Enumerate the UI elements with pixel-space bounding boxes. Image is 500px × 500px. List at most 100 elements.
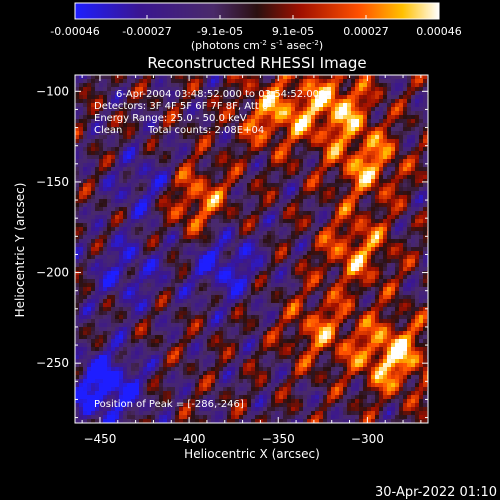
heatmap-cell [163,87,167,91]
heatmap-cell [251,123,255,127]
heatmap-cell [231,175,235,179]
heatmap-cell [75,147,79,151]
heatmap-cell [111,83,115,87]
heatmap-cell [231,127,235,131]
heatmap-cell [211,231,215,235]
heatmap-cell [111,155,115,159]
heatmap-cell [419,143,423,147]
heatmap-cell [423,139,427,143]
heatmap-cell [91,255,95,259]
heatmap-cell [395,103,399,107]
heatmap-cell [303,187,307,191]
heatmap-cell [295,231,299,235]
heatmap-cell [119,263,123,267]
heatmap-cell [155,83,159,87]
heatmap-cell [303,219,307,223]
heatmap-cell [263,163,267,167]
heatmap-cell [159,171,163,175]
heatmap-cell [87,91,91,95]
heatmap-cell [147,147,151,151]
heatmap-cell [243,79,247,83]
heatmap-cell [107,115,111,119]
heatmap-cell [227,143,231,147]
heatmap-cell [235,279,239,283]
heatmap-cell [311,239,315,243]
heatmap-cell [207,239,211,243]
heatmap-cell [311,195,315,199]
heatmap-cell [259,247,263,251]
heatmap-cell [159,79,163,83]
heatmap-cell [339,235,343,239]
heatmap-cell [311,219,315,223]
heatmap-cell [215,211,219,215]
heatmap-cell [95,179,99,183]
heatmap-cell [167,135,171,139]
heatmap-cell [167,103,171,107]
heatmap-cell [407,231,411,235]
heatmap-cell [295,247,299,251]
heatmap-cell [207,267,211,271]
heatmap-cell [319,263,323,267]
heatmap-cell [411,255,415,259]
heatmap-cell [143,119,147,123]
heatmap-cell [343,87,347,91]
heatmap-cell [127,99,131,103]
heatmap-cell [215,151,219,155]
heatmap-cell [179,203,183,207]
heatmap-cell [307,115,311,119]
heatmap-cell [179,251,183,255]
heatmap-cell [239,159,243,163]
heatmap-cell [267,195,271,199]
heatmap-cell [299,227,303,231]
heatmap-cell [175,267,179,271]
heatmap-cell [303,231,307,235]
heatmap-cell [351,231,355,235]
heatmap-cell [235,127,239,131]
heatmap-cell [99,111,103,115]
heatmap-cell [247,211,251,215]
heatmap-cell [395,235,399,239]
heatmap-cell [399,219,403,223]
heatmap-cell [147,223,151,227]
heatmap-cell [411,99,415,103]
heatmap-cell [231,163,235,167]
heatmap-cell [423,163,427,167]
heatmap-cell [83,163,87,167]
heatmap-cell [87,107,91,111]
heatmap-cell [415,171,419,175]
heatmap-cell [123,115,127,119]
heatmap-cell [235,135,239,139]
heatmap-cell [283,183,287,187]
heatmap-cell [403,199,407,203]
heatmap-cell [379,155,383,159]
heatmap-cell [359,151,363,155]
heatmap-cell [383,239,387,243]
heatmap-cell [423,87,427,91]
heatmap-cell [271,95,275,99]
heatmap-cell [231,107,235,111]
heatmap-cell [123,79,127,83]
heatmap-cell [119,231,123,235]
heatmap-cell [211,183,215,187]
heatmap-cell [203,183,207,187]
heatmap-cell [307,147,311,151]
heatmap-cell [267,223,271,227]
heatmap-cell [155,151,159,155]
heatmap-cell [271,219,275,223]
heatmap-cell [415,75,419,79]
heatmap-cell [195,215,199,219]
heatmap-cell [79,103,83,107]
heatmap-cell [263,111,267,115]
heatmap-cell [91,147,95,151]
heatmap-cell [75,155,79,159]
heatmap-cell [99,195,103,199]
heatmap-cell [319,227,323,231]
heatmap-cell [103,235,107,239]
heatmap-cell [183,163,187,167]
heatmap-cell [163,287,167,291]
heatmap-cell [211,195,215,199]
heatmap-cell [219,123,223,127]
heatmap-cell [163,227,167,231]
heatmap-cell [275,203,279,207]
heatmap-cell [171,203,175,207]
